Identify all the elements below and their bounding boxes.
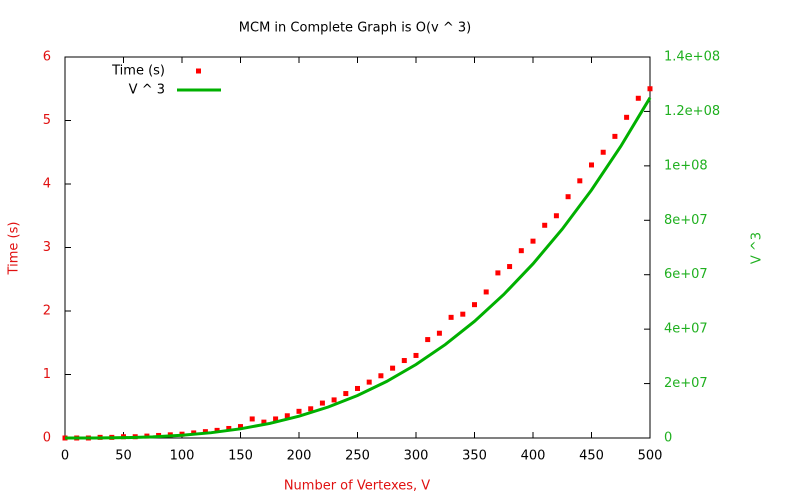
y2-tick-label: 0	[664, 431, 672, 446]
x-tick-label: 250	[345, 449, 370, 464]
data-point	[214, 427, 220, 433]
y-tick-label: 0	[43, 431, 51, 446]
x-tick-label: 50	[115, 449, 132, 464]
data-point	[331, 397, 337, 403]
data-point	[495, 270, 501, 276]
y-tick-label: 6	[43, 50, 51, 65]
x-tick-label: 100	[170, 449, 195, 464]
plot-frame	[64, 56, 651, 439]
x-tick-label: 450	[579, 449, 604, 464]
y2-tick-label: 1e+08	[664, 158, 708, 173]
data-point	[284, 413, 290, 419]
chart-title: MCM in Complete Graph is O(v ^ 3)	[239, 21, 471, 36]
data-point	[425, 337, 431, 343]
data-point	[355, 385, 360, 391]
data-point	[249, 416, 255, 422]
x-tick-label: 200	[287, 449, 312, 464]
data-point	[553, 213, 559, 219]
y2-tick-label: 1.2e+08	[664, 104, 720, 119]
data-point	[589, 162, 594, 168]
data-point	[390, 365, 396, 371]
data-point	[261, 419, 267, 425]
data-point	[600, 149, 606, 155]
x-axis-label: Number of Vertexes, V	[284, 479, 430, 494]
data-point	[530, 238, 536, 244]
y2-tick-label: 6e+07	[664, 267, 708, 282]
y-tick-label: 2	[43, 304, 51, 319]
data-point	[483, 289, 489, 295]
data-point	[273, 416, 279, 422]
data-point	[401, 358, 407, 364]
legend-label: V ^ 3	[129, 83, 165, 98]
data-point	[565, 194, 571, 200]
data-point	[577, 178, 583, 184]
data-point	[296, 408, 302, 414]
data-point	[378, 373, 384, 379]
y-tick-label: 1	[43, 367, 51, 382]
data-point	[366, 379, 372, 385]
y-tick-label: 3	[43, 240, 51, 255]
x-tick-label: 150	[228, 449, 253, 464]
data-point	[472, 302, 477, 308]
data-point	[612, 133, 618, 139]
data-point	[319, 400, 325, 406]
data-point	[202, 429, 208, 435]
y2-axis-label: V ^3	[750, 232, 765, 264]
x-tick-label: 350	[462, 449, 487, 464]
x-tick-label: 0	[61, 449, 69, 464]
data-point	[635, 95, 641, 101]
x-tick-label: 400	[521, 449, 546, 464]
data-point	[647, 86, 653, 92]
data-point	[460, 311, 466, 317]
data-point	[238, 424, 243, 430]
data-line	[64, 97, 652, 440]
data-point	[507, 264, 513, 270]
x-tick-label: 500	[638, 449, 663, 464]
legend-swatch	[196, 68, 201, 74]
legend-label: Time (s)	[111, 64, 165, 79]
data-point	[308, 406, 314, 412]
data-point	[226, 425, 232, 431]
data-point	[413, 352, 419, 358]
y-tick-label: 4	[43, 177, 51, 192]
y2-tick-label: 8e+07	[664, 213, 708, 228]
y2-tick-label: 4e+07	[664, 322, 708, 337]
data-point	[624, 114, 630, 120]
data-point	[542, 222, 548, 228]
x-tick-label: 300	[404, 449, 429, 464]
data-point	[343, 391, 349, 397]
data-point	[448, 314, 454, 320]
y-tick-label: 5	[43, 113, 51, 128]
data-point	[436, 330, 442, 336]
data-point	[518, 248, 524, 254]
y2-tick-label: 1.4e+08	[664, 50, 720, 65]
y-axis-label: Time (s)	[7, 222, 22, 276]
y2-tick-label: 2e+07	[664, 376, 708, 391]
